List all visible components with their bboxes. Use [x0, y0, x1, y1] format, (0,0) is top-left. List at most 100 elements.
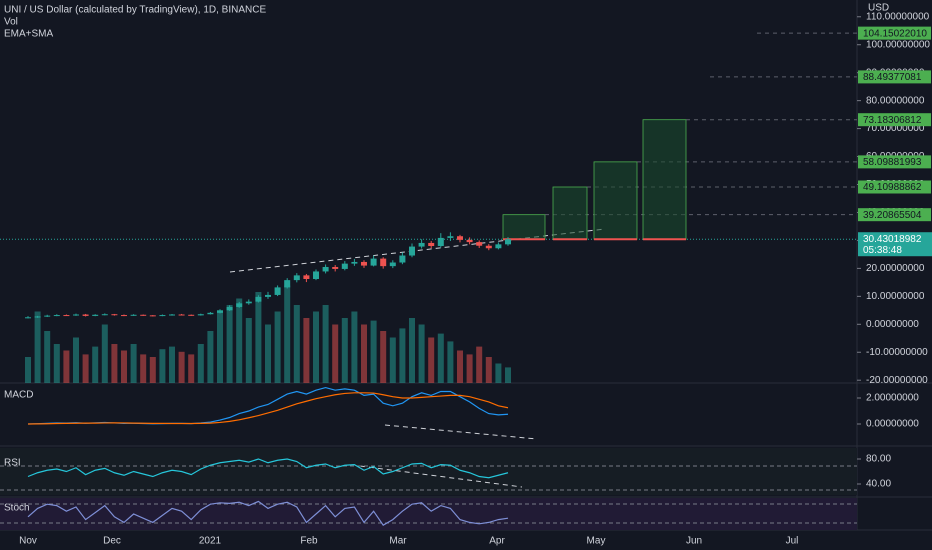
volume-bar: [82, 354, 89, 383]
signal: [27, 392, 509, 425]
x-tick-label: Nov: [19, 536, 37, 547]
target-box: [552, 186, 588, 240]
volume-bar: [466, 354, 473, 383]
volume-bar: [495, 363, 502, 383]
y-tick-label: 80.00000000: [866, 95, 925, 106]
volume-bar: [351, 311, 358, 383]
candle-body: [44, 315, 51, 317]
candle-body: [178, 314, 185, 316]
candle-body: [245, 301, 252, 304]
volume-bar: [121, 350, 127, 383]
price-label: 30.43018982: [863, 234, 922, 245]
volume-bar: [111, 344, 118, 383]
target-box: [642, 119, 687, 240]
y-tick-label: 0.00000000: [866, 319, 919, 330]
price-tag: [858, 232, 932, 257]
currency: USD: [868, 3, 889, 14]
target-tag: [858, 208, 931, 222]
candle-body: [63, 315, 70, 317]
volume-bar: [92, 346, 99, 383]
y-tick-label: 2.00000000: [866, 393, 919, 404]
candle-body: [236, 303, 243, 307]
volume-bar: [303, 318, 310, 383]
candle-body: [476, 242, 483, 246]
volume-bar: [25, 357, 31, 383]
volume-bar: [332, 324, 339, 383]
candle-body: [313, 271, 319, 280]
indicator-label: Vol: [4, 17, 18, 28]
x-tick-label: Jul: [786, 536, 799, 547]
y-tick-label: 110.00000000: [866, 11, 930, 22]
volume-bar: [380, 331, 387, 383]
y-tick-label: -20.00000000: [866, 375, 928, 386]
target-tag: [858, 26, 931, 40]
volume-bar: [265, 324, 271, 383]
candle-body: [303, 275, 310, 280]
candle-body: [34, 316, 41, 318]
target-box: [593, 161, 638, 240]
volume-bar: [236, 298, 243, 383]
candle-body: [495, 244, 502, 249]
candle-body: [101, 314, 108, 316]
volume-bar: [217, 311, 223, 383]
volume-bar: [485, 357, 492, 383]
volume-bar: [255, 292, 262, 383]
candle-body: [322, 266, 329, 272]
target-label: 104.15022010: [863, 28, 927, 39]
candle-body: [399, 255, 406, 263]
volume-bar: [370, 320, 377, 383]
volume-bar: [389, 337, 396, 383]
x-tick-label: Feb: [300, 536, 318, 547]
candle-body: [284, 280, 291, 288]
stoch: [27, 500, 509, 526]
volume-bar: [44, 331, 51, 383]
candle-body: [159, 315, 166, 317]
volume-bar: [409, 318, 415, 383]
candle-body: [111, 314, 118, 316]
candle-body: [505, 239, 511, 245]
candle-body: [169, 314, 175, 316]
candle-body: [361, 261, 367, 266]
candle-body: [332, 266, 339, 269]
candle-body: [485, 245, 492, 249]
volume-bar: [284, 285, 291, 383]
y-tick-label: 80.00: [866, 454, 891, 465]
target-tag: [858, 180, 931, 194]
volume-bar: [322, 305, 329, 383]
volume-bar: [178, 351, 185, 383]
target-tag: [858, 155, 931, 169]
volume-bar: [63, 350, 70, 383]
target-label: 88.49377081: [863, 72, 922, 83]
volume-bar: [34, 311, 41, 383]
pane-label: RSI: [4, 458, 21, 469]
candle-body: [82, 314, 89, 316]
candle-body: [341, 263, 348, 269]
volume-bar: [140, 354, 147, 383]
volume-bar: [418, 324, 425, 383]
x-tick-label: May: [587, 536, 606, 547]
y-tick-label: 20.00000000: [866, 263, 925, 274]
candle-body: [274, 287, 281, 295]
y-tick-label: 70.00000000: [866, 123, 925, 134]
volume-bar: [245, 318, 252, 383]
candle-body: [92, 314, 99, 316]
candle-body: [447, 236, 454, 238]
candle-body: [428, 242, 435, 247]
volume-bar: [149, 357, 156, 383]
y-tick-label: 40.00: [866, 479, 891, 490]
candle-body: [409, 246, 415, 256]
candle-body: [149, 315, 156, 317]
target-label: 39.20865504: [863, 210, 922, 221]
target-tag: [858, 70, 931, 84]
candle-body: [197, 314, 204, 316]
x-tick-label: Dec: [103, 536, 121, 547]
volume-bar: [341, 318, 348, 383]
candle-body: [457, 236, 463, 240]
y-tick-label: -10.00000000: [866, 347, 928, 358]
candle-body: [437, 237, 444, 247]
target-tag: [858, 113, 931, 127]
x-tick-label: Mar: [389, 536, 407, 547]
countdown: 05:38:48: [863, 245, 902, 256]
pane-label: MACD: [4, 390, 33, 401]
y-tick-label: 10.00000000: [866, 291, 925, 302]
